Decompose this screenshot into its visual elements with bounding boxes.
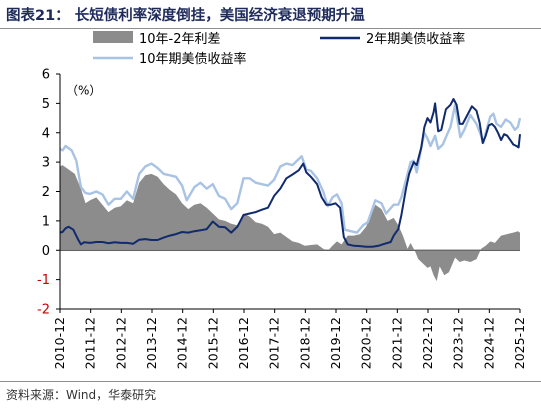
x-tick-label: 2021-12 [389, 317, 404, 369]
yield-lines-layer [59, 98, 522, 248]
x-tick-label: 2011-12 [83, 317, 98, 369]
y-tick-label: 2 [42, 185, 50, 200]
x-tick-label: 2020-12 [359, 317, 374, 369]
title-divider [0, 28, 541, 29]
x-tick-label: 2010-12 [52, 317, 67, 369]
x-tick-label: 2013-12 [144, 317, 159, 369]
y-tick-label: 0 [42, 244, 50, 259]
legend-label: 10年期美债收益率 [139, 51, 247, 67]
chart-title: 图表21： 长短债利率深度倒挂，美国经济衰退预期升温 [6, 8, 365, 24]
y-tick-label: -2 [37, 303, 50, 318]
legend-swatch-spread [93, 31, 133, 43]
source-divider [0, 381, 541, 382]
series-line-10y [59, 103, 522, 234]
x-tick-label: 2015-12 [205, 317, 220, 369]
legend: 10年-2年利差 2年期美债收益率 10年期美债收益率 [93, 31, 465, 67]
y-tick-label: 4 [42, 126, 50, 141]
x-tick-label: 2024-12 [481, 317, 496, 369]
y-tick-label: 3 [42, 156, 50, 171]
x-tick-label: 2014-12 [175, 317, 190, 369]
legend-label: 10年-2年利差 [139, 32, 221, 47]
spread-area [60, 165, 520, 282]
x-tick-label: 2012-12 [113, 317, 128, 369]
series-line-2y [59, 98, 521, 248]
x-tick-label: 2016-12 [236, 317, 251, 369]
y-tick-label: 6 [42, 68, 50, 83]
x-tick-label: 2023-12 [451, 317, 466, 369]
x-tick-label: 2018-12 [297, 317, 312, 369]
y-unit-label: （%） [66, 84, 101, 98]
x-tick-label: 2022-12 [420, 317, 435, 369]
y-tick-label: -1 [37, 273, 50, 288]
x-tick-label: 2025-12 [512, 317, 527, 369]
legend-label: 2年期美债收益率 [366, 31, 465, 47]
y-tick-label: 1 [42, 214, 50, 229]
spread-area-layer [60, 165, 520, 282]
x-tick-label: 2017-12 [267, 317, 282, 369]
source-note: 资料来源：Wind，华泰研究 [6, 388, 157, 402]
x-tick-label: 2019-12 [328, 317, 343, 369]
y-tick-label: 5 [42, 97, 50, 112]
